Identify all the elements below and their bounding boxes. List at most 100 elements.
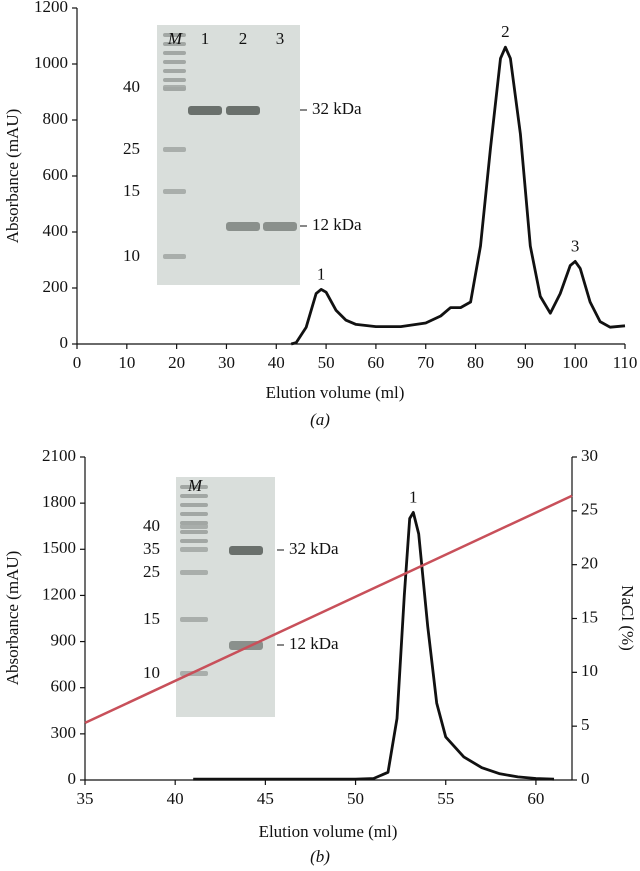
y-tick-label: 1200 xyxy=(42,584,76,603)
data-line xyxy=(290,45,626,346)
x-tick-label: 70 xyxy=(417,353,434,372)
gel-band xyxy=(229,546,263,555)
gel-band xyxy=(226,106,260,115)
y-tick-label: 1800 xyxy=(42,492,76,511)
y-axis-label: Absorbance (mAU) xyxy=(3,109,22,244)
ladder-band xyxy=(163,78,186,82)
y-tick-label: 900 xyxy=(51,630,77,649)
ladder-band xyxy=(163,33,186,37)
ladder-band xyxy=(163,51,186,55)
x-tick-label: 60 xyxy=(367,353,384,372)
ladder-band xyxy=(163,69,186,73)
gel-band xyxy=(263,222,297,231)
x-tick-label: 110 xyxy=(613,353,638,372)
x-tick-label: 50 xyxy=(318,353,335,372)
peak-label: 1 xyxy=(317,264,326,283)
caption: (a) xyxy=(310,410,330,429)
x-tick-label: 35 xyxy=(77,789,94,808)
marker-label: 15 xyxy=(143,609,160,628)
ladder-band xyxy=(163,87,186,91)
y2-axis-label: NaCl (%) xyxy=(618,585,637,651)
y2-tick-label: 10 xyxy=(581,661,598,680)
y2-tick-label: 0 xyxy=(581,769,590,788)
ladder-band xyxy=(180,547,208,552)
band-label: 12 kDa xyxy=(289,634,339,653)
x-tick-label: 10 xyxy=(118,353,135,372)
y-tick-label: 2100 xyxy=(42,446,76,465)
ladder-band xyxy=(163,254,186,259)
ladder-band xyxy=(180,485,208,489)
caption: (b) xyxy=(310,847,330,866)
lane-label: M xyxy=(167,29,183,48)
peak-label: 2 xyxy=(501,22,510,41)
y-tick-label: 1200 xyxy=(34,0,68,16)
band-label: 32 kDa xyxy=(312,99,362,118)
peak-label: 3 xyxy=(571,236,580,255)
ladder-band xyxy=(180,524,208,529)
ladder-band xyxy=(180,494,208,498)
x-tick-label: 90 xyxy=(517,353,534,372)
x-tick-label: 30 xyxy=(218,353,235,372)
marker-label: 40 xyxy=(143,516,160,535)
y2-tick-label: 5 xyxy=(581,715,590,734)
ladder-band xyxy=(180,539,208,543)
y-tick-label: 1500 xyxy=(42,538,76,557)
data-line xyxy=(84,494,573,725)
marker-label: 35 xyxy=(143,539,160,558)
ladder-band xyxy=(180,530,208,534)
lane-label: 3 xyxy=(276,29,285,48)
peak-label: 1 xyxy=(409,487,418,506)
gel-band xyxy=(188,106,222,115)
marker-label: 25 xyxy=(123,139,140,158)
x-tick-label: 0 xyxy=(73,353,82,372)
ladder-band xyxy=(180,521,208,525)
y-tick-label: 800 xyxy=(43,109,69,128)
ladder-band xyxy=(163,189,186,194)
ladder-band xyxy=(163,147,186,152)
y-tick-label: 400 xyxy=(43,221,69,240)
y-tick-label: 200 xyxy=(43,277,69,296)
y-tick-label: 600 xyxy=(51,677,77,696)
ladder-band xyxy=(180,617,208,622)
lane-label: 1 xyxy=(201,29,210,48)
x-tick-label: 45 xyxy=(257,789,274,808)
x-axis-label: Elution volume (ml) xyxy=(259,822,398,841)
y-tick-label: 0 xyxy=(68,769,77,788)
gel-band xyxy=(226,222,260,231)
y2-tick-label: 30 xyxy=(581,446,598,465)
ladder-band xyxy=(180,503,208,507)
y2-tick-label: 25 xyxy=(581,500,598,519)
x-tick-label: 40 xyxy=(268,353,285,372)
gel-image xyxy=(157,25,300,285)
ladder-band xyxy=(163,42,186,46)
ladder-band xyxy=(163,60,186,64)
x-tick-label: 40 xyxy=(167,789,184,808)
lane-label: M xyxy=(187,476,203,495)
marker-label: 15 xyxy=(123,181,140,200)
marker-label: 40 xyxy=(123,77,140,96)
y-tick-label: 1000 xyxy=(34,53,68,72)
x-tick-label: 100 xyxy=(562,353,588,372)
y-tick-label: 600 xyxy=(43,165,69,184)
gel-image xyxy=(176,477,275,717)
marker-label: 25 xyxy=(143,562,160,581)
x-tick-label: 20 xyxy=(168,353,185,372)
band-label: 32 kDa xyxy=(289,539,339,558)
x-tick-label: 80 xyxy=(467,353,484,372)
x-axis-label: Elution volume (ml) xyxy=(266,383,405,402)
x-tick-label: 60 xyxy=(527,789,544,808)
y-tick-label: 0 xyxy=(60,333,69,352)
data-line xyxy=(193,511,555,781)
x-tick-label: 50 xyxy=(347,789,364,808)
ladder-band xyxy=(180,570,208,575)
band-label: 12 kDa xyxy=(312,215,362,234)
y-axis-label: Absorbance (mAU) xyxy=(3,551,22,686)
y2-tick-label: 15 xyxy=(581,607,598,626)
ladder-band xyxy=(180,512,208,516)
x-tick-label: 55 xyxy=(437,789,454,808)
lane-label: 2 xyxy=(239,29,248,48)
marker-label: 10 xyxy=(143,663,160,682)
y-tick-label: 300 xyxy=(51,723,77,742)
marker-label: 10 xyxy=(123,246,140,265)
